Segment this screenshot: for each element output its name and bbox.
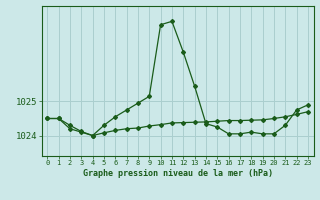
X-axis label: Graphe pression niveau de la mer (hPa): Graphe pression niveau de la mer (hPa) [83, 169, 273, 178]
